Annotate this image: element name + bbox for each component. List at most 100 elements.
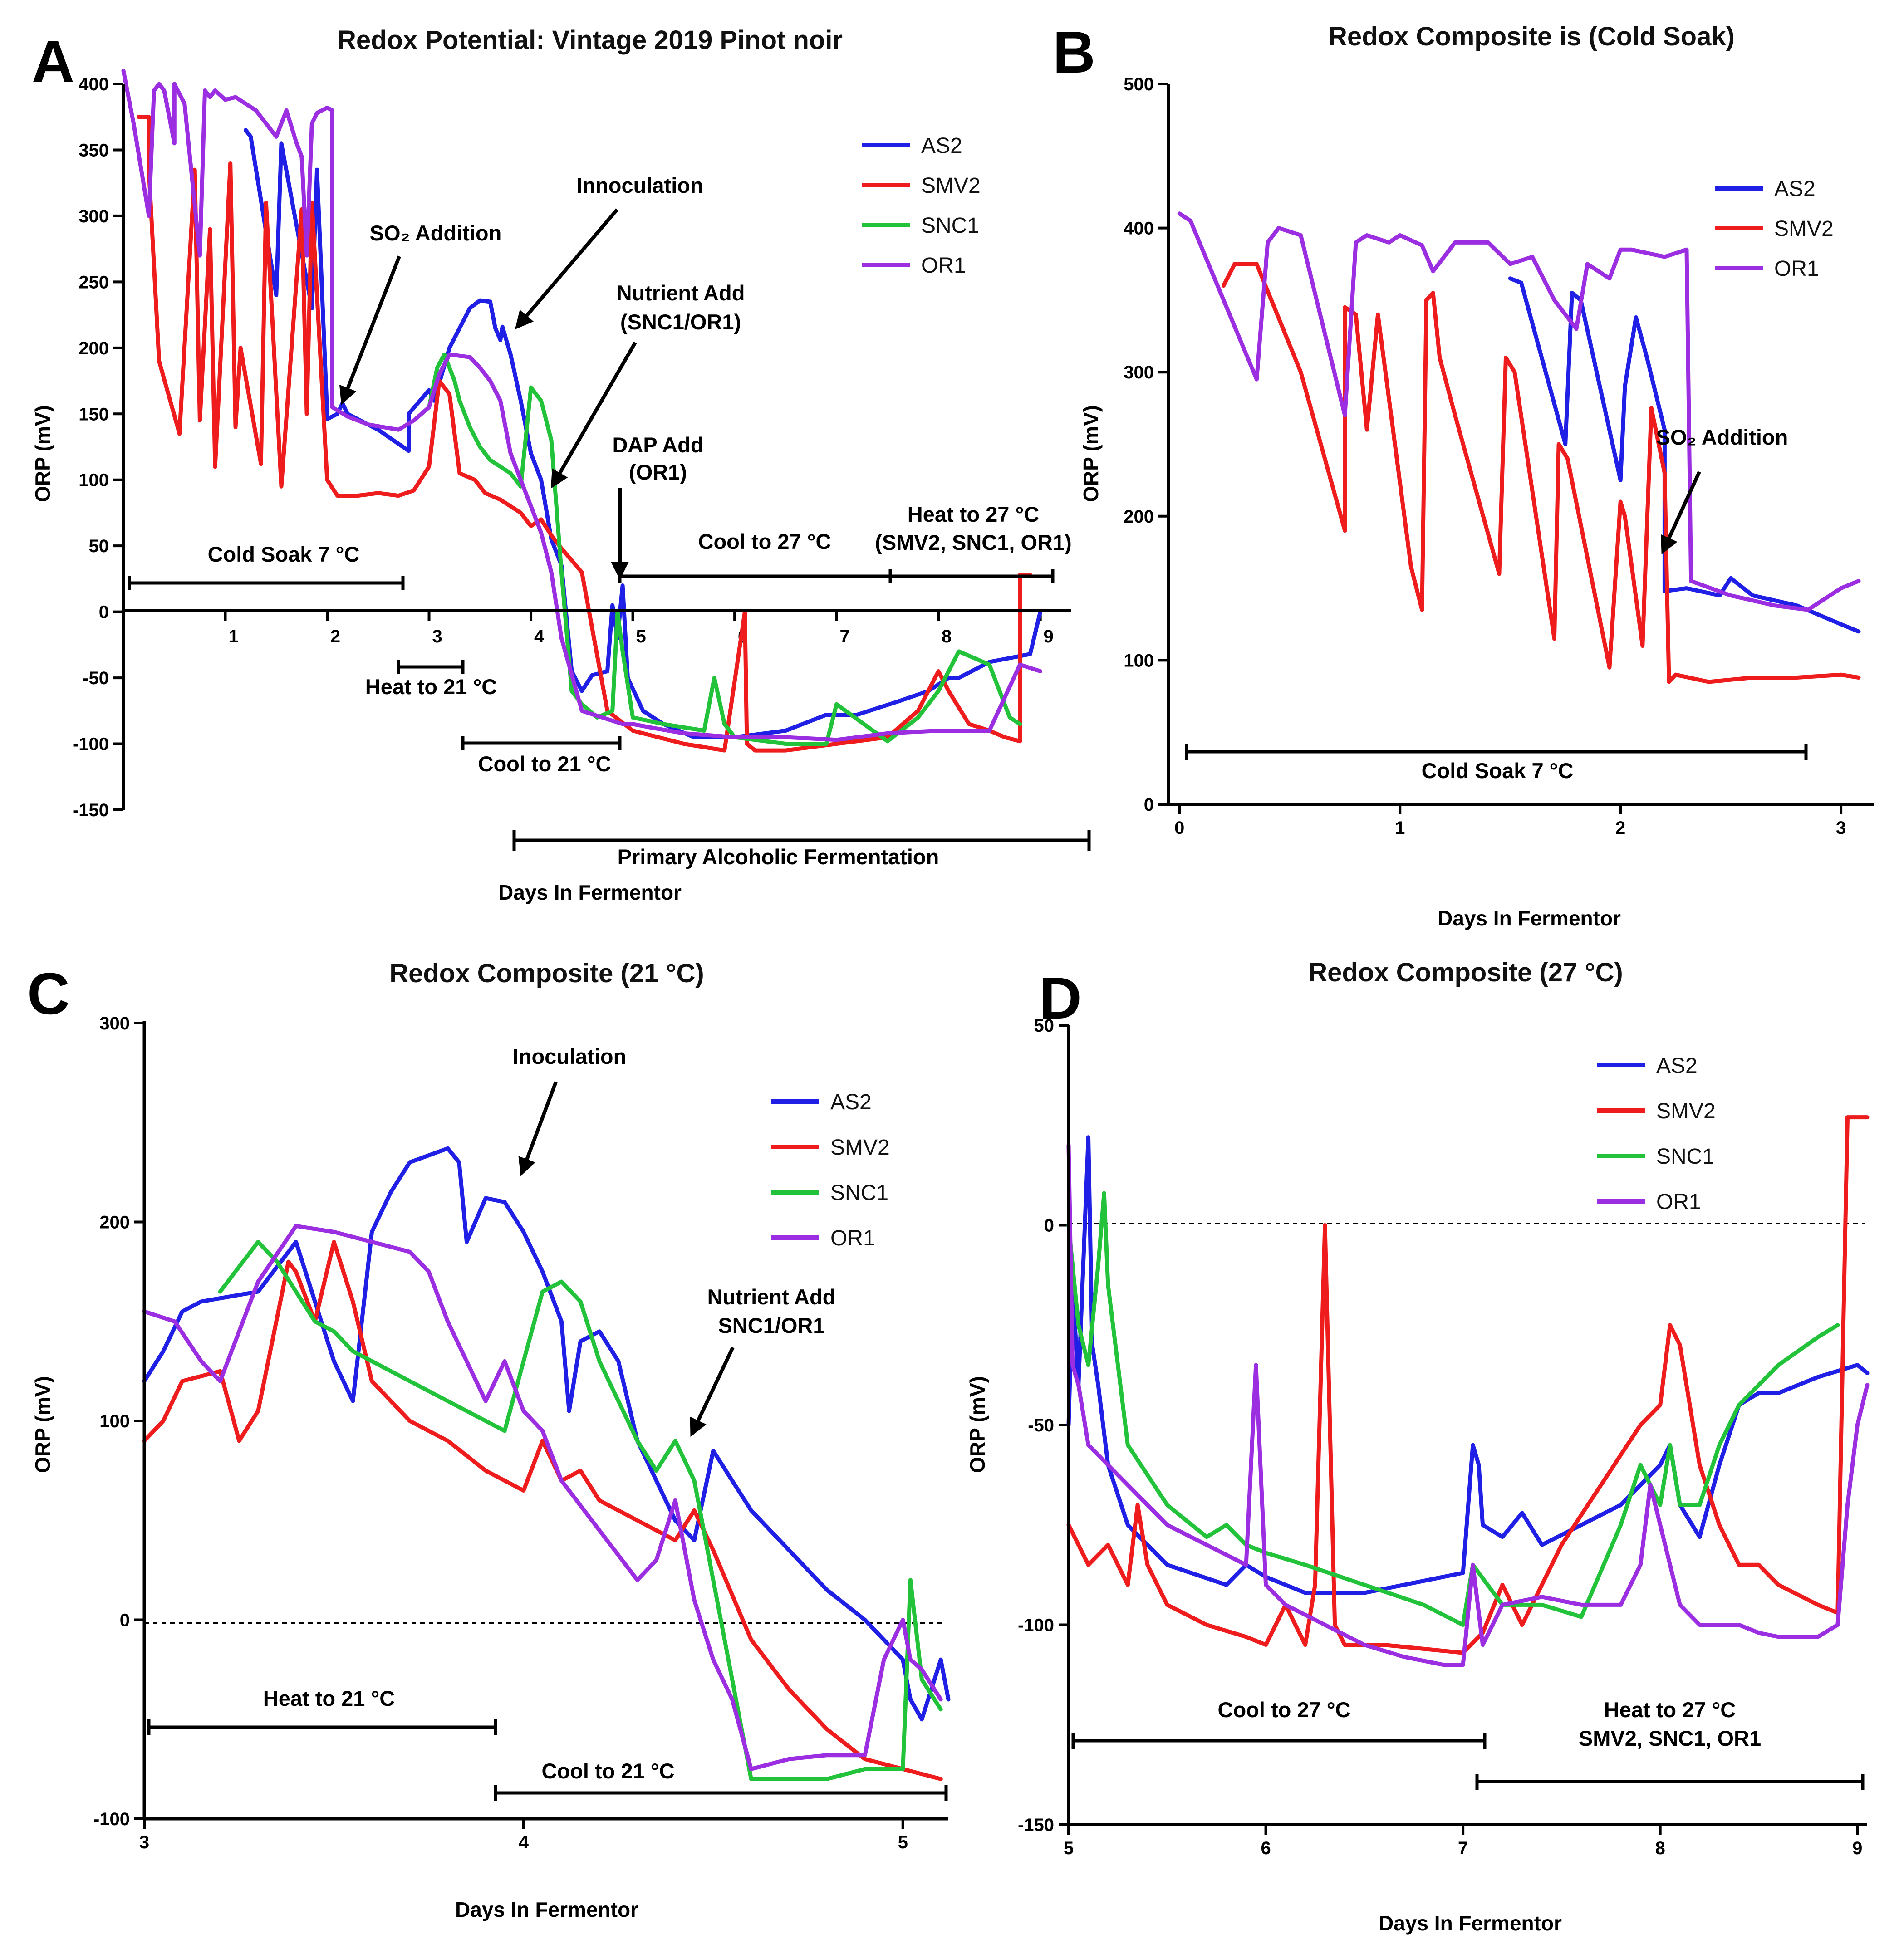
x-tick-label: 9 bbox=[1852, 1838, 1862, 1858]
bar-primary-fermentation bbox=[512, 830, 1091, 851]
panel-d-xlabel: Days In Fermentor bbox=[1379, 1911, 1562, 1935]
y-tick-label: 50 bbox=[89, 536, 109, 556]
panel-b-series bbox=[1177, 211, 1861, 684]
arrow-so2-addition bbox=[339, 255, 401, 405]
x-tick-label: 1 bbox=[228, 627, 238, 646]
series-line-or1 bbox=[1177, 211, 1861, 612]
legend-label-or1: OR1 bbox=[921, 254, 966, 278]
y-tick-label: 50 bbox=[1034, 1016, 1055, 1036]
annotation-nutrient-add-c-2: SNC1/OR1 bbox=[718, 1313, 824, 1337]
legend-label-smv2: SMV2 bbox=[1656, 1099, 1716, 1123]
phase-primary-fermentation: Primary Alcoholic Fermentation bbox=[618, 845, 939, 869]
panel-a-series bbox=[121, 69, 1043, 753]
annotation-nutrient-add: Nutrient Add bbox=[617, 281, 745, 305]
x-tick-label: 8 bbox=[1655, 1838, 1665, 1858]
panel-d-legend: AS2 SMV2 SNC1 OR1 bbox=[1597, 1054, 1716, 1214]
panel-d-ylabel: ORP (mV) bbox=[966, 1376, 989, 1473]
x-tick-label: 2 bbox=[330, 627, 340, 646]
x-tick-label: 4 bbox=[519, 1832, 529, 1852]
y-tick-label: 0 bbox=[1144, 795, 1154, 815]
y-tick-label: 150 bbox=[79, 404, 109, 424]
panel-a-xlabel: Days In Fermentor bbox=[498, 881, 682, 904]
arrow-nutrient-add-c bbox=[690, 1347, 735, 1437]
phase-cool-27: Cool to 27 °C bbox=[698, 529, 831, 553]
annotation-so2-addition-b: SO₂ Addition bbox=[1656, 425, 1788, 449]
phase-heat-27: Heat to 27 °C bbox=[908, 502, 1039, 526]
panel-b: B Redox Composite is (Cold Soak) ORP (mV… bbox=[1053, 19, 1874, 930]
annotation-inoculation: Inoculation bbox=[513, 1044, 627, 1068]
series-line-as2 bbox=[142, 1146, 951, 1722]
series-line-smv2 bbox=[142, 1239, 943, 1781]
legend-label-or1: OR1 bbox=[830, 1226, 875, 1250]
panel-c-legend: AS2 SMV2 SNC1 OR1 bbox=[771, 1090, 890, 1250]
panel-c-ylabel: ORP (mV) bbox=[31, 1376, 54, 1473]
panel-b-ticks: 0 100 200 300 400 500 0 1 2 3 bbox=[1124, 74, 1846, 838]
x-tick-label: 5 bbox=[898, 1832, 908, 1852]
panel-a-ticks: -150 -100 -50 0 50 100 150 200 250 300 350 400 1 2 3 4 5… bbox=[73, 74, 1054, 820]
x-tick-label: 6 bbox=[1261, 1838, 1271, 1858]
x-tick-label: 2 bbox=[1615, 818, 1625, 838]
annotation-so2-addition: SO₂ Addition bbox=[370, 221, 502, 245]
legend-label-snc1: SNC1 bbox=[1656, 1145, 1714, 1169]
series-line-snc1 bbox=[218, 1239, 943, 1781]
y-tick-label: 100 bbox=[79, 470, 109, 490]
y-tick-label: 100 bbox=[99, 1411, 130, 1431]
x-tick-label: 8 bbox=[942, 627, 952, 646]
panel-c-series bbox=[142, 1146, 951, 1781]
panel-a-title: Redox Potential: Vintage 2019 Pinot noir bbox=[337, 25, 843, 55]
phase-cold-soak: Cold Soak 7 °C bbox=[208, 542, 360, 566]
x-tick-label: 3 bbox=[432, 627, 442, 646]
panel-label-c: C bbox=[27, 960, 70, 1027]
y-tick-label: 400 bbox=[79, 74, 109, 94]
panel-d: D Redox Composite (27 °C) ORP (mV) Days … bbox=[966, 958, 1870, 1935]
x-tick-label: 5 bbox=[636, 627, 646, 646]
y-tick-label: 0 bbox=[99, 602, 109, 622]
panel-a-ylabel: ORP (mV) bbox=[31, 405, 54, 502]
bar-heat-27-d bbox=[1475, 1774, 1865, 1790]
legend-label-smv2: SMV2 bbox=[921, 174, 981, 198]
legend-label-snc1: SNC1 bbox=[921, 214, 979, 238]
y-tick-label: 0 bbox=[1044, 1216, 1054, 1236]
arrow-inoculation bbox=[518, 1081, 558, 1176]
bar-cool-27-d bbox=[1071, 1733, 1487, 1749]
legend-label-or1: OR1 bbox=[1774, 257, 1819, 281]
y-tick-label: -50 bbox=[83, 668, 109, 688]
legend-label-as2: AS2 bbox=[921, 134, 962, 158]
x-tick-label: 7 bbox=[1458, 1838, 1468, 1858]
bar-cold-soak-b bbox=[1185, 744, 1808, 760]
phase-heat-27-d: Heat to 27 °C bbox=[1604, 1698, 1736, 1722]
panel-a-legend: AS2 SMV2 SNC1 OR1 bbox=[862, 134, 981, 278]
bar-cool-21 bbox=[461, 736, 622, 750]
y-tick-label: -100 bbox=[73, 735, 109, 754]
panel-d-ticks: -150 -100 -50 0 50 5 6 7 8 9 bbox=[1018, 1016, 1862, 1858]
y-tick-label: -100 bbox=[93, 1809, 130, 1829]
legend-label-as2: AS2 bbox=[1774, 177, 1816, 201]
y-tick-label: 500 bbox=[1124, 74, 1154, 94]
phase-cold-soak-b: Cold Soak 7 °C bbox=[1422, 759, 1574, 783]
legend-label-as2: AS2 bbox=[830, 1090, 872, 1114]
series-line-as2 bbox=[243, 128, 1043, 739]
x-tick-label: 7 bbox=[839, 627, 849, 646]
legend-label-as2: AS2 bbox=[1656, 1054, 1698, 1078]
panel-d-series bbox=[1066, 1115, 1870, 1667]
series-line-or1 bbox=[142, 1224, 943, 1771]
annotation-nutrient-add-2: (SNC1/OR1) bbox=[620, 310, 741, 334]
y-tick-label: 0 bbox=[120, 1611, 130, 1631]
phase-heat-21-c: Heat to 21 °C bbox=[263, 1686, 395, 1710]
arrow-innoculation bbox=[515, 208, 619, 330]
x-tick-label: 1 bbox=[1395, 818, 1405, 838]
bar-cool-27 bbox=[618, 569, 892, 583]
y-tick-label: 350 bbox=[79, 140, 109, 160]
panel-d-title: Redox Composite (27 °C) bbox=[1308, 958, 1623, 987]
y-tick-label: 400 bbox=[1124, 219, 1154, 239]
y-tick-label: 300 bbox=[99, 1014, 130, 1033]
panel-c: C Redox Composite (21 °C) ORP (mV) Days … bbox=[27, 959, 951, 1921]
y-tick-label: 300 bbox=[1124, 362, 1154, 382]
y-tick-label: 200 bbox=[79, 338, 109, 358]
x-tick-label: 3 bbox=[139, 1832, 149, 1852]
panel-a: A Redox Potential: Vintage 2019 Pinot no… bbox=[31, 25, 1091, 904]
legend-label-smv2: SMV2 bbox=[1774, 217, 1834, 241]
panel-b-title: Redox Composite is (Cold Soak) bbox=[1328, 22, 1735, 51]
panel-c-xlabel: Days In Fermentor bbox=[455, 1898, 638, 1921]
phase-cool-27-d: Cool to 27 °C bbox=[1218, 1698, 1351, 1722]
